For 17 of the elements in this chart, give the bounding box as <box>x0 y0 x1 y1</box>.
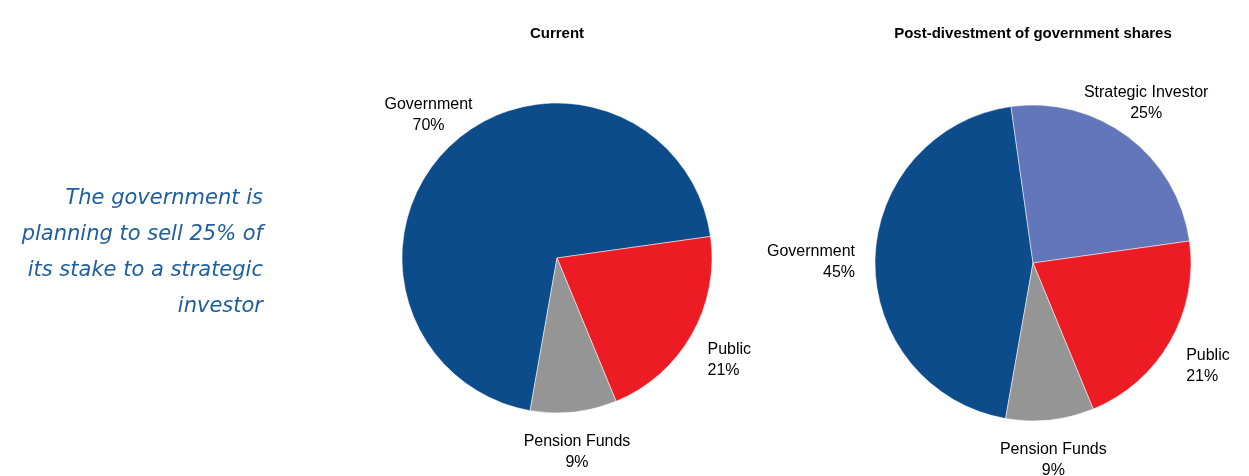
data-label: 45% <box>823 262 856 280</box>
data-label: 25% <box>1130 103 1163 121</box>
data-label: 21% <box>707 360 740 378</box>
slice-label: Strategic Investor <box>1083 82 1210 100</box>
slice-label: Government <box>766 241 856 259</box>
data-label: 21% <box>1186 367 1219 385</box>
slice-label: Pension Funds <box>999 439 1107 457</box>
slice-label: Government <box>384 94 474 112</box>
slice-label: Public <box>1186 346 1230 364</box>
slice-label: Public <box>707 339 752 357</box>
data-label: 70% <box>412 115 445 133</box>
chart-title: Current <box>529 24 585 41</box>
data-label: 9% <box>565 452 589 470</box>
slice-label: Pension Funds <box>523 431 631 449</box>
chart-title: Post-divestment of government shares <box>894 24 1172 41</box>
data-label: 9% <box>1041 460 1065 476</box>
text: The government is planning to sell 25% of its stake to a strategic investor <box>20 185 267 317</box>
